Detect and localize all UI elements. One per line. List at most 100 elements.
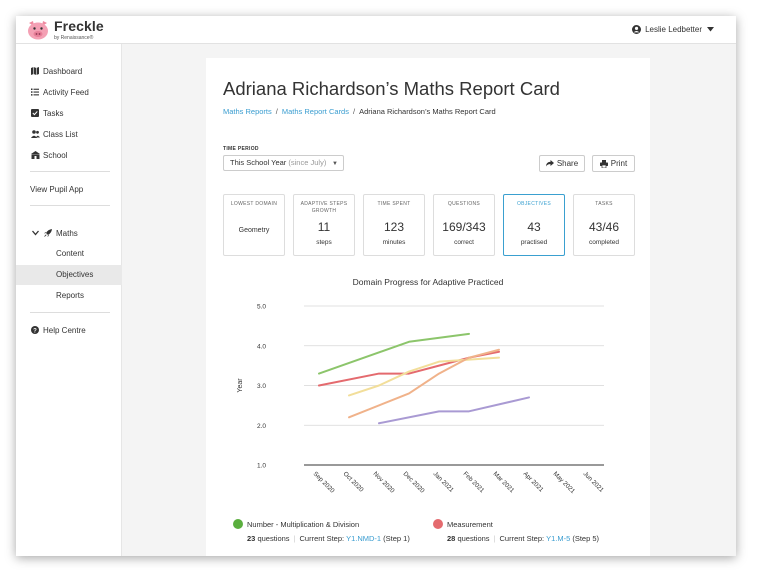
stat-tasks[interactable]: TASKS 43/46 completed: [573, 194, 635, 256]
sidebar-item-help-centre[interactable]: ? Help Centre: [30, 324, 86, 336]
series-line-2: [348, 356, 500, 397]
sidebar-item-class-list[interactable]: Class List: [30, 128, 78, 140]
sidebar-item-label: Activity Feed: [43, 87, 89, 97]
chevron-down-icon: [707, 27, 714, 32]
user-menu[interactable]: Leslie Ledbetter: [632, 25, 718, 34]
legend-item-measurement[interactable]: Measurement 28 questions | Current Step: Y…: [433, 519, 599, 543]
stat-lowest-domain[interactable]: LOWEST DOMAIN Geometry: [223, 194, 285, 256]
series-line-3: [348, 348, 500, 419]
share-label: Share: [556, 159, 579, 168]
x-tick-label: Oct 2020: [342, 470, 365, 493]
sidebar-item-objectives[interactable]: Objectives: [16, 265, 122, 285]
map-icon: [30, 67, 40, 75]
app-name: Freckle: [54, 18, 104, 34]
sidebar-item-label: Help Centre: [43, 325, 86, 335]
legend-step-label: Current Step:: [499, 534, 545, 543]
y-tick-label: 2.0: [257, 423, 266, 430]
svg-text:?: ?: [33, 328, 37, 334]
legend-step-code-link[interactable]: Y1.NMD-1: [346, 534, 382, 543]
top-bar: Freckle by Renaissance® Leslie Ledbetter: [16, 16, 736, 44]
x-tick-label: Mar 2021: [492, 470, 516, 494]
x-tick-label: Jun 2021: [582, 470, 606, 494]
x-tick-label: Sep 2020: [312, 470, 336, 494]
y-tick-label: 5.0: [257, 304, 266, 311]
school-icon: [30, 151, 40, 159]
x-tick-label: Dec 2020: [402, 470, 426, 494]
legend-question-count: 28: [447, 534, 456, 543]
legend-step-label: Current Step:: [299, 534, 345, 543]
stat-unit: correct: [454, 239, 474, 246]
time-period-label: TIME PERIOD: [223, 146, 259, 152]
breadcrumb-link-maths-reports[interactable]: Maths Reports: [223, 107, 272, 116]
view-pupil-app-link[interactable]: View Pupil App: [30, 183, 83, 195]
time-period-value: This School Year: [230, 158, 287, 167]
series-line-0: [318, 332, 470, 375]
sidebar-item-content[interactable]: Content: [56, 249, 85, 258]
sidebar-item-dashboard[interactable]: Dashboard: [30, 65, 82, 77]
app-subtitle: by Renaissance®: [54, 35, 94, 41]
sidebar: Dashboard Activity Feed Tasks Class List…: [16, 44, 122, 556]
chart-title: Domain Progress for Adaptive Practiced: [352, 277, 504, 287]
stat-label: LOWEST DOMAIN: [230, 201, 278, 207]
users-icon: [30, 130, 40, 138]
x-tick-label: Feb 2021: [462, 470, 486, 494]
stat-unit: minutes: [382, 239, 406, 246]
sidebar-item-activity-feed[interactable]: Activity Feed: [30, 86, 89, 98]
print-icon: [599, 159, 608, 168]
stat-value: 43/46: [588, 220, 620, 234]
sidebar-item-school[interactable]: School: [30, 149, 67, 161]
sidebar-item-maths[interactable]: Maths: [30, 227, 78, 239]
series-line-4: [378, 396, 530, 425]
legend-questions-label: questions: [457, 534, 490, 543]
stat-value: 11: [317, 220, 331, 234]
stat-adaptive-steps-growth[interactable]: ADAPTIVE STEPS GROWTH 11 steps: [293, 194, 355, 256]
sidebar-item-tasks[interactable]: Tasks: [30, 107, 63, 119]
stat-time-spent[interactable]: TIME SPENT 123 minutes: [363, 194, 425, 256]
sidebar-divider: [30, 205, 110, 206]
domain-progress-chart: 5.0 4.0 3.0 2.0 1.0 Year Sep 2020 Oct 2020 Nov 2…: [237, 304, 606, 496]
stat-label: OBJECTIVES: [516, 201, 552, 207]
legend-name: Measurement: [447, 519, 493, 529]
sidebar-item-label: Tasks: [43, 108, 64, 118]
sidebar-item-label: School: [43, 150, 68, 160]
report-card: Adriana Richardson’s Maths Report Card M…: [206, 58, 650, 556]
legend-step-number: (Step 1): [383, 534, 410, 543]
breadcrumb-current: Adriana Richardson’s Maths Report Card: [359, 107, 496, 116]
stat-questions[interactable]: QUESTIONS 169/343 correct: [433, 194, 495, 256]
y-tick-label: 3.0: [257, 383, 266, 390]
breadcrumb-link-maths-report-cards[interactable]: Maths Report Cards: [281, 107, 349, 116]
sidebar-item-reports[interactable]: Reports: [56, 291, 85, 300]
legend-step-number: (Step 5): [572, 534, 600, 543]
time-period-hint: (since July): [288, 158, 327, 167]
sidebar-item-label: Dashboard: [43, 66, 83, 76]
stat-value: Geometry: [238, 227, 270, 234]
stat-value: 43: [527, 220, 541, 234]
legend-item-number[interactable]: Number - Multiplication & Division 23 qu…: [233, 519, 410, 543]
y-tick-label: 1.0: [257, 463, 266, 470]
chevron-down-icon: [30, 230, 40, 236]
print-label: Print: [610, 159, 628, 168]
freckle-logo[interactable]: Freckle by Renaissance®: [26, 19, 104, 41]
rocket-icon: [43, 229, 53, 237]
page-title: Adriana Richardson’s Maths Report Card: [223, 78, 560, 99]
legend-name: Number - Multiplication & Division: [247, 519, 360, 529]
breadcrumb: Maths Reports / Maths Report Cards / Adriana…: [223, 107, 496, 116]
time-period-select[interactable]: This School Year (since July) ▼: [223, 155, 344, 171]
stat-unit: practised: [520, 239, 548, 246]
stat-value: 169/343: [442, 220, 486, 234]
y-axis-label: Year: [237, 378, 244, 393]
legend-question-count: 23: [247, 534, 256, 543]
x-tick-label: Jan 2021: [432, 470, 456, 494]
stat-label: QUESTIONS: [447, 201, 481, 207]
stat-objectives[interactable]: OBJECTIVES 43 practised: [503, 194, 565, 256]
legend-step-code-link[interactable]: Y1.M-5: [546, 534, 571, 543]
help-icon: ?: [30, 326, 40, 334]
print-button[interactable]: Print: [592, 155, 635, 172]
app-window: Freckle by Renaissance® Leslie Ledbetter…: [16, 16, 736, 556]
x-tick-label: Nov 2020: [372, 470, 396, 494]
legend-color-dot: [233, 519, 243, 529]
feed-icon: [30, 88, 40, 96]
share-button[interactable]: Share: [539, 155, 585, 172]
stat-label: ADAPTIVE STEPS GROWTH: [300, 201, 348, 214]
sidebar-divider: [30, 171, 110, 172]
